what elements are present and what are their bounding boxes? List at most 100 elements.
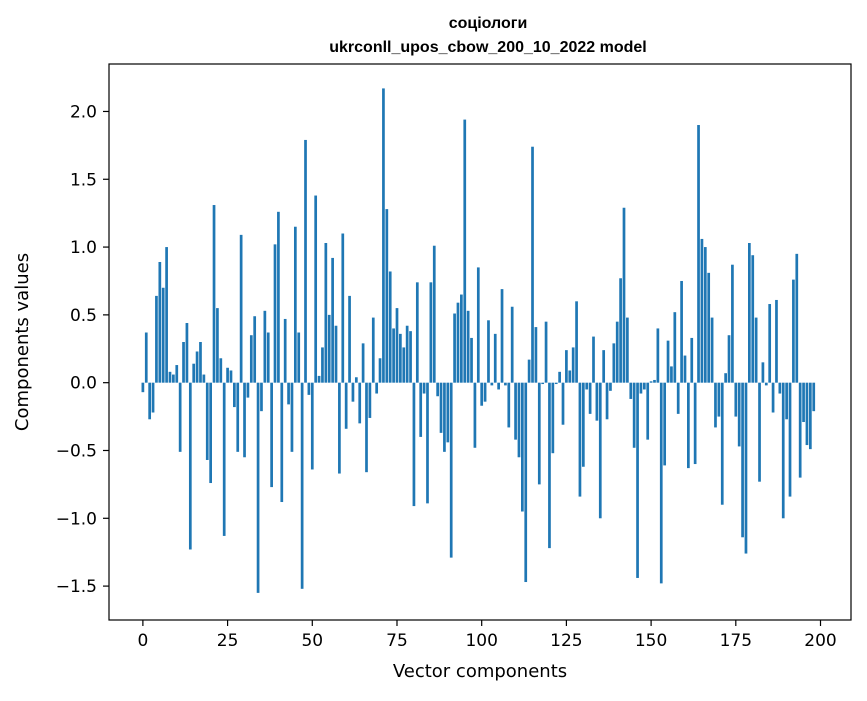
- bar: [771, 382, 775, 413]
- bar: [446, 382, 450, 443]
- x-tick-label: 100: [465, 631, 497, 651]
- bar: [280, 382, 284, 503]
- bar: [155, 295, 158, 383]
- bar: [317, 375, 321, 383]
- bar: [402, 347, 406, 383]
- bar: [439, 382, 443, 433]
- bar: [805, 382, 809, 446]
- bar: [456, 302, 460, 383]
- chart-title: соціологи: [449, 15, 528, 32]
- bar: [619, 278, 622, 383]
- bar: [324, 243, 328, 383]
- bar: [703, 247, 707, 383]
- bar: [521, 382, 524, 512]
- bar: [622, 207, 626, 383]
- bar: [260, 382, 263, 412]
- bar: [710, 317, 714, 383]
- bar: [172, 374, 175, 383]
- bar: [158, 261, 162, 383]
- bar: [795, 253, 799, 383]
- bars-group: [141, 88, 816, 593]
- bar: [754, 317, 758, 383]
- bar: [266, 332, 270, 383]
- bar: [375, 382, 379, 394]
- bar: [693, 382, 697, 465]
- bar: [788, 382, 792, 497]
- bar: [141, 382, 145, 393]
- bar: [649, 381, 653, 383]
- x-tick-label: 125: [550, 631, 582, 651]
- bar: [371, 317, 375, 383]
- bar: [642, 382, 646, 390]
- bar: [798, 382, 802, 478]
- bar: [626, 317, 629, 383]
- y-tick-label: 1.0: [70, 238, 97, 258]
- bar: [571, 347, 575, 383]
- bar: [781, 382, 785, 519]
- bar: [354, 377, 358, 383]
- bar: [385, 209, 389, 383]
- bar: [307, 382, 311, 395]
- bar: [778, 382, 782, 394]
- bar: [490, 382, 494, 386]
- bar: [195, 351, 199, 383]
- bar: [764, 382, 768, 386]
- bar: [646, 382, 650, 440]
- bar: [327, 314, 331, 383]
- x-tick-label: 175: [720, 631, 752, 651]
- bar: [602, 350, 606, 383]
- plot-frame: [108, 63, 852, 621]
- y-tick-label: 1.5: [70, 170, 97, 190]
- x-tick-label: 75: [386, 631, 408, 651]
- bar: [270, 382, 273, 488]
- y-tick-label: −0.5: [56, 441, 97, 461]
- bar: [290, 382, 294, 452]
- bar: [216, 308, 219, 383]
- bar: [551, 382, 555, 454]
- bar: [185, 323, 189, 383]
- bar: [277, 211, 280, 383]
- bar: [460, 294, 463, 383]
- bar: [395, 308, 399, 383]
- bar: [246, 382, 250, 398]
- bar: [687, 382, 690, 469]
- bar: [792, 279, 795, 383]
- bar: [399, 333, 402, 383]
- bar: [368, 382, 372, 418]
- bar: [304, 139, 307, 383]
- bar: [392, 328, 395, 383]
- bar: [222, 382, 226, 536]
- bar: [148, 382, 152, 420]
- bar: [785, 382, 788, 420]
- bar: [714, 382, 717, 428]
- x-axis-label: Vector components: [393, 661, 567, 682]
- bar: [531, 146, 534, 383]
- bar: [659, 382, 663, 584]
- bar: [168, 371, 172, 383]
- bar: [700, 238, 704, 383]
- bar: [178, 382, 182, 452]
- bar: [690, 337, 694, 383]
- y-tick-label: 2.0: [70, 102, 97, 122]
- bar: [365, 382, 368, 473]
- bar: [598, 382, 602, 519]
- bar: [588, 382, 592, 414]
- bar: [449, 382, 453, 558]
- bar: [341, 233, 345, 383]
- bar: [388, 271, 392, 383]
- bar: [527, 359, 531, 383]
- bar: [534, 327, 538, 383]
- bar: [507, 382, 511, 428]
- bar: [412, 382, 416, 507]
- bar: [673, 312, 677, 383]
- bar: [483, 382, 487, 402]
- bar: [331, 257, 334, 383]
- bar: [314, 195, 318, 383]
- bar: [236, 382, 240, 452]
- bar: [470, 337, 473, 383]
- bar: [358, 382, 362, 424]
- bar: [514, 382, 517, 440]
- bar: [212, 205, 216, 383]
- bar: [378, 358, 382, 383]
